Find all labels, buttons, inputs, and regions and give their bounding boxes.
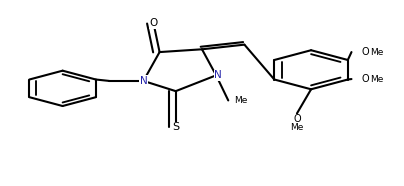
Text: N: N bbox=[214, 70, 222, 80]
Text: O: O bbox=[362, 47, 369, 57]
Text: O: O bbox=[293, 114, 301, 124]
Text: Me: Me bbox=[290, 123, 304, 132]
Text: Me: Me bbox=[234, 96, 247, 105]
Text: O: O bbox=[362, 74, 369, 84]
Text: Me: Me bbox=[370, 75, 384, 84]
Text: O: O bbox=[149, 18, 158, 28]
Text: S: S bbox=[172, 122, 179, 132]
Text: N: N bbox=[139, 76, 147, 86]
Text: Me: Me bbox=[370, 48, 384, 57]
